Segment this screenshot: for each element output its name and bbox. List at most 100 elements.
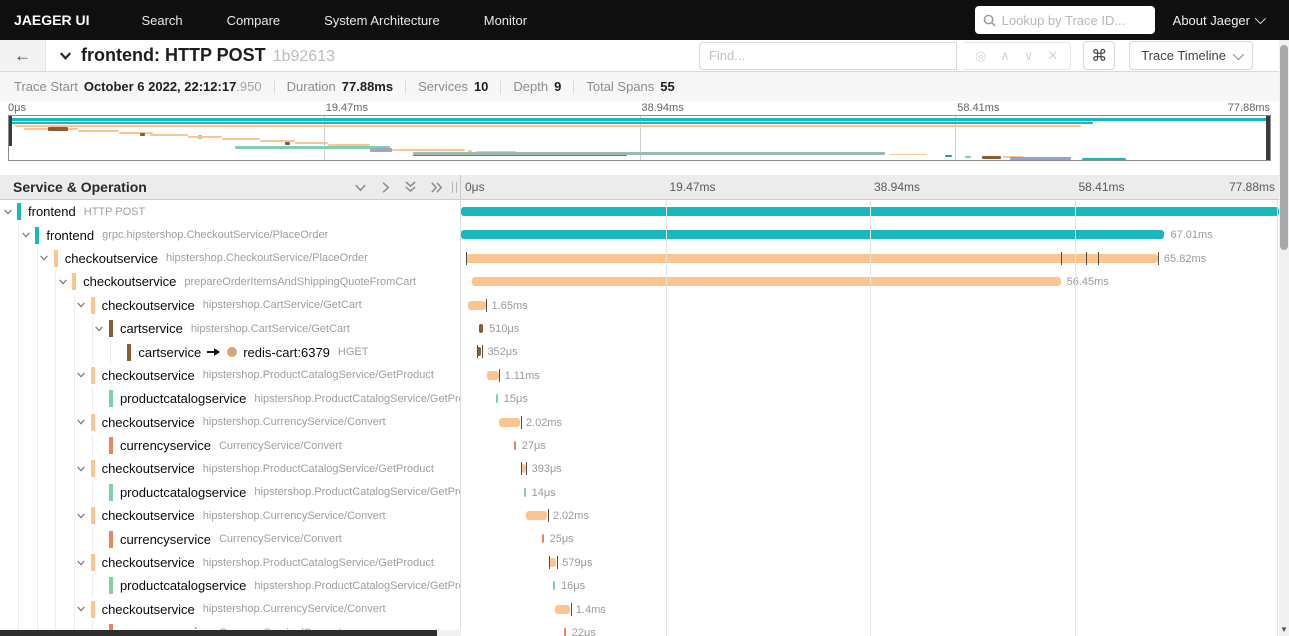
span-bar[interactable] [461, 207, 1279, 216]
vertical-scrollbar-thumb[interactable] [1280, 45, 1288, 250]
trace-title-wrap[interactable]: frontend: HTTP POST 1b92613 [46, 45, 335, 66]
expand-one-chevron-right-icon[interactable] [380, 181, 391, 194]
span-name-cell[interactable]: productcatalogservice hipstershop.Product… [0, 480, 461, 505]
span-timeline-cell[interactable]: 22μs [461, 621, 1279, 636]
next-result-icon[interactable]: ∨ [1023, 47, 1034, 63]
span-chevron-down-icon[interactable] [74, 558, 89, 568]
span-name-cell[interactable]: checkoutservice hipstershop.CurrencyServi… [0, 597, 461, 622]
span-bar[interactable] [472, 277, 1061, 287]
match-scroll-icon[interactable]: ◎ [974, 47, 987, 63]
app-logo[interactable]: JAEGER UI [14, 12, 90, 28]
span-chevron-down-icon[interactable] [74, 604, 89, 614]
span-chevron-down-icon[interactable] [37, 253, 52, 263]
span-bar[interactable] [468, 300, 486, 310]
view-selector-button[interactable]: Trace Timeline [1129, 41, 1253, 70]
span-name-cell[interactable]: productcatalogservice hipstershop.Product… [0, 574, 461, 598]
span-bar[interactable] [520, 464, 526, 474]
span-bar[interactable] [499, 417, 520, 427]
span-timeline-cell[interactable]: 1.11ms [461, 364, 1279, 387]
span-timeline-cell[interactable]: 16μs [461, 574, 1279, 597]
about-jaeger-menu[interactable]: About Jaeger [1173, 13, 1267, 28]
span-chevron-down-icon[interactable] [55, 277, 70, 287]
minimap-left-drag-handle[interactable] [9, 116, 12, 146]
span-timeline-cell[interactable]: 15μs [461, 387, 1279, 410]
span-chevron-down-icon[interactable] [18, 230, 33, 240]
collapse-trace-chevron-down-icon[interactable] [58, 48, 73, 63]
span-bar[interactable] [553, 581, 556, 591]
span-timeline-cell[interactable]: 25μs [461, 527, 1279, 550]
column-resize-handle[interactable] [452, 182, 457, 193]
span-name-cell[interactable]: checkoutservice hipstershop.CheckoutServi… [0, 246, 461, 271]
span-bar[interactable] [549, 557, 557, 567]
nav-item-search[interactable]: Search [141, 12, 183, 28]
span-timeline-cell[interactable]: 1.65ms [461, 294, 1279, 317]
find-input[interactable] [708, 48, 869, 63]
nav-item-compare[interactable]: Compare [226, 12, 281, 28]
span-chevron-down-icon[interactable] [0, 207, 15, 217]
span-bar[interactable] [555, 604, 570, 614]
span-name-cell[interactable]: frontend HTTP POST [0, 200, 461, 224]
prev-result-icon[interactable]: ∧ [1000, 47, 1010, 63]
span-timeline-cell[interactable]: 65.82ms [461, 247, 1279, 270]
span-timeline-cell[interactable]: 27μs [461, 434, 1279, 457]
horizontal-scrollbar-thumb[interactable] [0, 630, 437, 636]
scroll-down-arrow-icon[interactable]: ▼ [1280, 625, 1288, 634]
trace-id-lookup-input[interactable] [1001, 12, 1142, 28]
span-timeline-cell[interactable]: 1.4ms [461, 598, 1279, 621]
span-name-cell[interactable]: checkoutservice hipstershop.ProductCatalo… [0, 363, 461, 388]
clear-find-icon[interactable]: ✕ [1047, 47, 1059, 63]
vertical-scrollbar[interactable]: ▼ [1279, 40, 1289, 636]
span-name-cell[interactable]: checkoutservice hipstershop.CartService/G… [0, 293, 461, 317]
span-name-cell[interactable]: currencyservice CurrencyService/Convert [0, 433, 461, 458]
span-chevron-down-icon[interactable] [74, 464, 89, 474]
collapse-one-chevron-down-icon[interactable] [354, 181, 367, 194]
span-timeline-cell[interactable]: 393μs [461, 457, 1279, 480]
span-name-cell[interactable]: productcatalogservice hipstershop.Product… [0, 387, 461, 411]
span-chevron-down-icon[interactable] [74, 417, 89, 427]
span-name-cell[interactable]: frontend grpc.hipstershop.CheckoutService… [0, 223, 461, 247]
collapse-all-double-chevron-down-icon[interactable] [404, 180, 417, 194]
span-name-cell[interactable]: checkoutservice hipstershop.ProductCatalo… [0, 550, 461, 575]
span-timeline-cell[interactable]: 2.02ms [461, 504, 1279, 527]
span-bar[interactable] [461, 230, 1165, 240]
span-name-cell[interactable]: checkoutservice hipstershop.CurrencyServi… [0, 410, 461, 434]
span-timeline-cell[interactable]: 352μs [461, 340, 1279, 363]
span-name-cell[interactable]: checkoutservice hipstershop.CurrencyServi… [0, 504, 461, 528]
nav-item-monitor[interactable]: Monitor [483, 12, 528, 28]
horizontal-scrollbar[interactable] [0, 630, 461, 636]
span-bar[interactable] [487, 370, 499, 380]
span-timeline-cell[interactable]: 67.01ms [461, 223, 1279, 246]
span-bar[interactable] [526, 511, 547, 521]
span-bar[interactable] [523, 487, 526, 497]
span-bar[interactable] [496, 394, 499, 404]
minimap-span-segment [48, 127, 69, 131]
span-chevron-down-icon[interactable] [74, 300, 89, 310]
span-bar[interactable] [514, 440, 517, 450]
span-name-cell[interactable]: currencyservice CurrencyService/Convert [0, 527, 461, 551]
back-button[interactable]: ← [0, 40, 46, 71]
timeline-minimap[interactable] [8, 115, 1271, 161]
span-timeline-cell[interactable] [461, 200, 1279, 223]
span-bar[interactable] [541, 534, 544, 544]
span-bar[interactable] [465, 253, 1158, 263]
span-name-cell[interactable]: checkoutservice prepareOrderItemsAndShipp… [0, 270, 461, 294]
span-chevron-down-icon[interactable] [74, 370, 89, 380]
span-timeline-cell[interactable]: 14μs [461, 481, 1279, 504]
span-timeline-cell[interactable]: 510μs [461, 317, 1279, 340]
span-timeline-cell[interactable]: 56.45ms [461, 270, 1279, 293]
keyboard-shortcuts-button[interactable]: ⌘ [1083, 41, 1116, 70]
indent-guide [18, 621, 38, 636]
span-name-cell[interactable]: cartservice hipstershop.CartService/GetCa… [0, 316, 461, 341]
span-bar[interactable] [564, 628, 567, 636]
minimap-right-drag-handle[interactable] [1266, 116, 1270, 160]
span-name-cell[interactable]: cartservice redis-cart:6379 HGET [0, 340, 461, 364]
span-chevron-down-icon[interactable] [92, 324, 107, 334]
span-chevron-down-icon[interactable] [74, 511, 89, 521]
span-timeline-cell[interactable]: 2.02ms [461, 411, 1279, 434]
nav-item-system-architecture[interactable]: System Architecture [324, 12, 440, 28]
span-timeline-cell[interactable]: 579μs [461, 551, 1279, 574]
expand-all-double-chevron-right-icon[interactable] [430, 181, 444, 194]
span-bar[interactable] [478, 323, 484, 333]
span-bar[interactable] [477, 347, 482, 357]
span-name-cell[interactable]: checkoutservice hipstershop.ProductCatalo… [0, 457, 461, 481]
